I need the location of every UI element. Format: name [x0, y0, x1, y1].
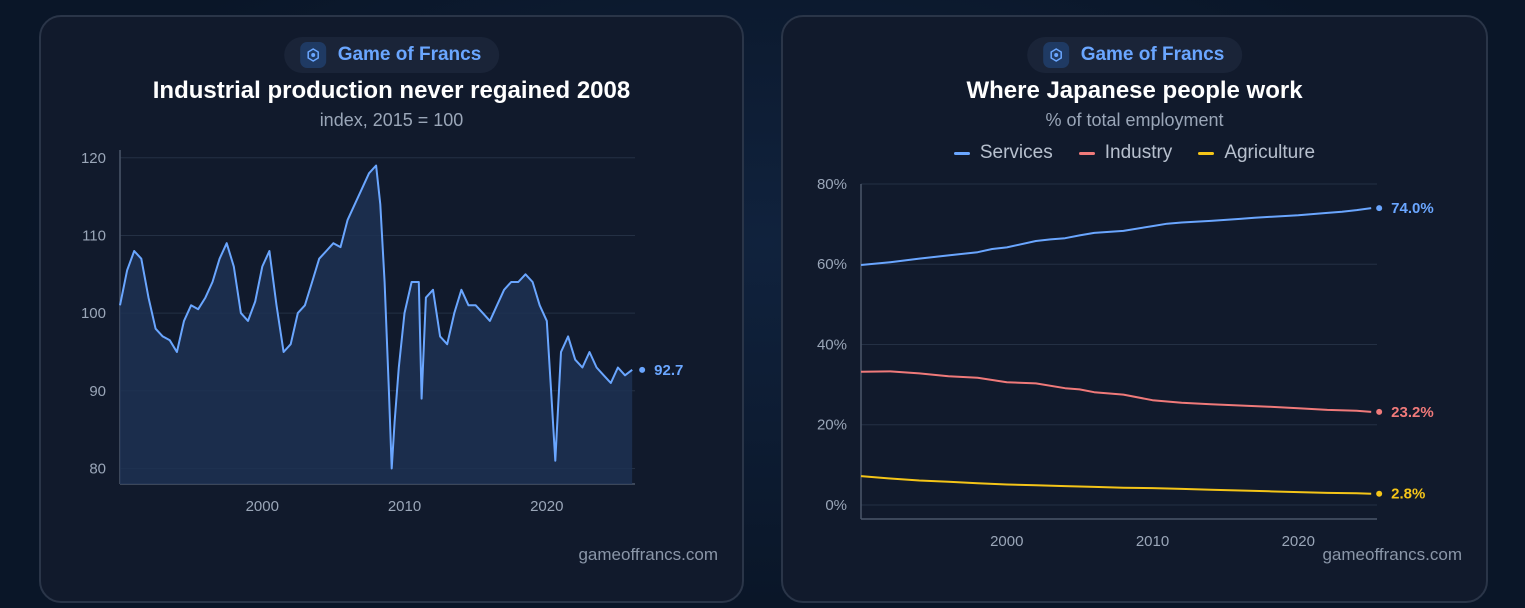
series-line: [119, 164, 633, 470]
y-tick-label: 110: [82, 227, 106, 244]
chart-title: Industrial production never regained 200…: [152, 77, 631, 104]
legend-label: Agriculture: [1224, 142, 1316, 163]
x-tick-label: 2020: [1282, 533, 1315, 550]
x-tick-label: 2020: [530, 498, 563, 515]
x-tick-label: 2010: [1136, 533, 1169, 550]
y-tick-label: 0%: [825, 497, 847, 514]
series-area: [120, 165, 633, 484]
brand-name: Game of Francs: [337, 44, 482, 65]
legend-label: Industry: [1104, 142, 1173, 163]
y-tick-label: 90: [89, 383, 106, 400]
end-value-label-agriculture: 2.8%: [1391, 486, 1425, 503]
x-tick-label: 2010: [388, 498, 421, 515]
legend-swatch-industry: [1078, 151, 1095, 155]
y-tick-label: 40%: [817, 336, 847, 353]
chart-card-industrial-production: Game of Francs Industrial production nev…: [39, 15, 744, 603]
legend-swatch-services: [953, 151, 970, 155]
y-tick-label: 20%: [817, 417, 847, 434]
brand-badge[interactable]: Game of Francs: [283, 37, 500, 73]
y-tick-label: 60%: [817, 256, 847, 273]
y-tick-label: 100: [81, 305, 106, 322]
brand-name: Game of Francs: [1080, 44, 1225, 65]
brand-logo-icon: [299, 42, 326, 68]
legend-label: Services: [979, 142, 1053, 163]
end-value-label: 92.7: [654, 362, 683, 379]
series-line-services: [860, 207, 1372, 266]
chart-card-employment: Game of Francs Where Japanese people wor…: [781, 15, 1488, 603]
industrial-production-chart: 80 90 100 110 120 2000 2010 2020 92.7: [81, 150, 683, 515]
end-value-label-services: 74.0%: [1391, 200, 1434, 217]
series-line-agriculture: [860, 475, 1372, 495]
end-point-marker-services: [1376, 205, 1383, 212]
legend-item-agriculture[interactable]: Agriculture: [1198, 142, 1315, 164]
legend-item-industry[interactable]: Industry: [1078, 142, 1173, 164]
chart-legend: Services Industry Agriculture: [783, 142, 1486, 164]
x-tick-label: 2000: [990, 533, 1023, 550]
y-tick-label: 120: [81, 150, 106, 167]
chart-subtitle: index, 2015 = 100: [319, 110, 464, 130]
footer-source: gameoffrancs.com: [578, 545, 718, 564]
end-value-label-industry: 23.2%: [1391, 404, 1434, 421]
chart-subtitle: % of total employment: [1045, 110, 1224, 130]
brand-logo-icon: [1042, 42, 1069, 68]
y-tick-label: 80%: [817, 176, 847, 193]
y-tick-label: 80: [89, 460, 106, 477]
footer-source: gameoffrancs.com: [1322, 545, 1462, 564]
x-tick-label: 2000: [246, 498, 279, 515]
end-point-marker-industry: [1376, 408, 1383, 415]
series-line-industry: [860, 370, 1372, 413]
legend-swatch-agriculture: [1198, 151, 1215, 155]
end-point-marker-agriculture: [1376, 490, 1383, 497]
brand-badge[interactable]: Game of Francs: [1026, 37, 1243, 73]
legend-item-services[interactable]: Services: [953, 142, 1053, 164]
employment-chart: 0% 20% 40% 60% 80% 2000 2010 2020 74.0% 23.2% 2.8%: [817, 176, 1434, 550]
chart-title: Where Japanese people work: [966, 77, 1303, 104]
end-point-marker: [639, 366, 646, 373]
